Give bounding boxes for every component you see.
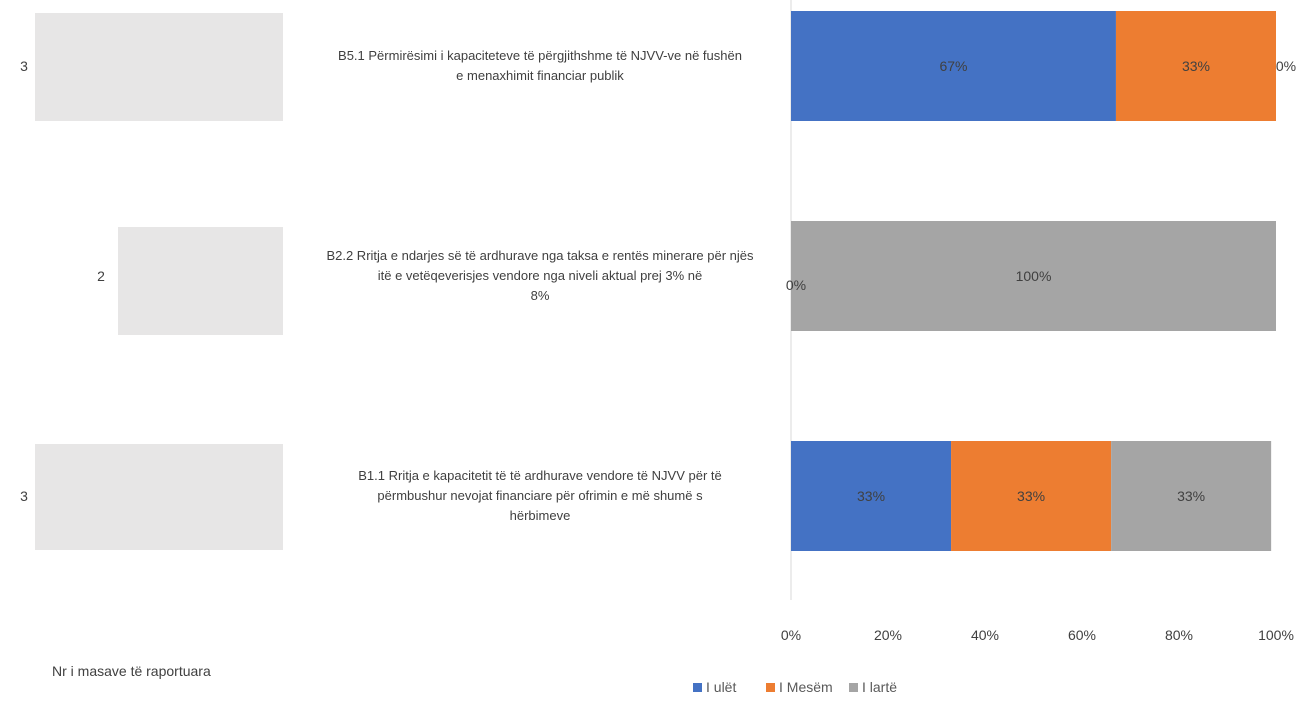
measure-box [118,227,283,335]
data-label: 0% [1276,58,1296,74]
bar-segment [791,221,1276,331]
x-tick-label: 60% [1068,627,1096,643]
data-label: 33% [1017,488,1045,504]
x-tick-label: 100% [1258,627,1294,643]
measure-count: 2 [97,268,105,284]
measure-count: 3 [20,488,28,504]
x-tick-label: 80% [1165,627,1193,643]
data-label: 33% [1182,58,1210,74]
bottom-label: Nr i masave të raportuara [52,663,211,679]
data-label: 33% [1177,488,1205,504]
category-label: B1.1 Rritja e kapacitetit të të ardhurav… [358,468,721,523]
category-label: B2.2 Rritja e ndarjes së të ardhurave ng… [326,248,754,303]
x-tick-label: 40% [971,627,999,643]
bar-segment [791,441,952,551]
bar-segment [951,441,1112,551]
legend-label: I lartë [862,679,897,695]
legend-label: I Mesëm [779,679,833,695]
data-label: 100% [1016,268,1052,284]
data-label: 67% [939,58,967,74]
legend-label: I ulët [706,679,736,695]
legend-swatch [766,683,775,692]
x-tick-label: 0% [781,627,801,643]
legend-swatch [693,683,702,692]
legend: I ulët I Mesëm I lartë [693,679,897,695]
measure-box [35,444,283,550]
bars: 67% 33% 0% 100% 33% 33% 33% 0% [786,11,1296,551]
legend-swatch [849,683,858,692]
data-label: 0% [786,277,806,293]
bar-segment [1115,11,1276,121]
bar-segment [1111,441,1272,551]
data-label: 33% [857,488,885,504]
measure-count: 3 [20,58,28,74]
rows: 3 B5.1 Përmirësimi i kapaciteteve të përg… [20,13,754,550]
category-label: B5.1 Përmirësimi i kapaciteteve të përgj… [338,48,742,83]
bar-segment [791,11,1116,121]
measure-box [35,13,283,121]
x-tick-label: 20% [874,627,902,643]
